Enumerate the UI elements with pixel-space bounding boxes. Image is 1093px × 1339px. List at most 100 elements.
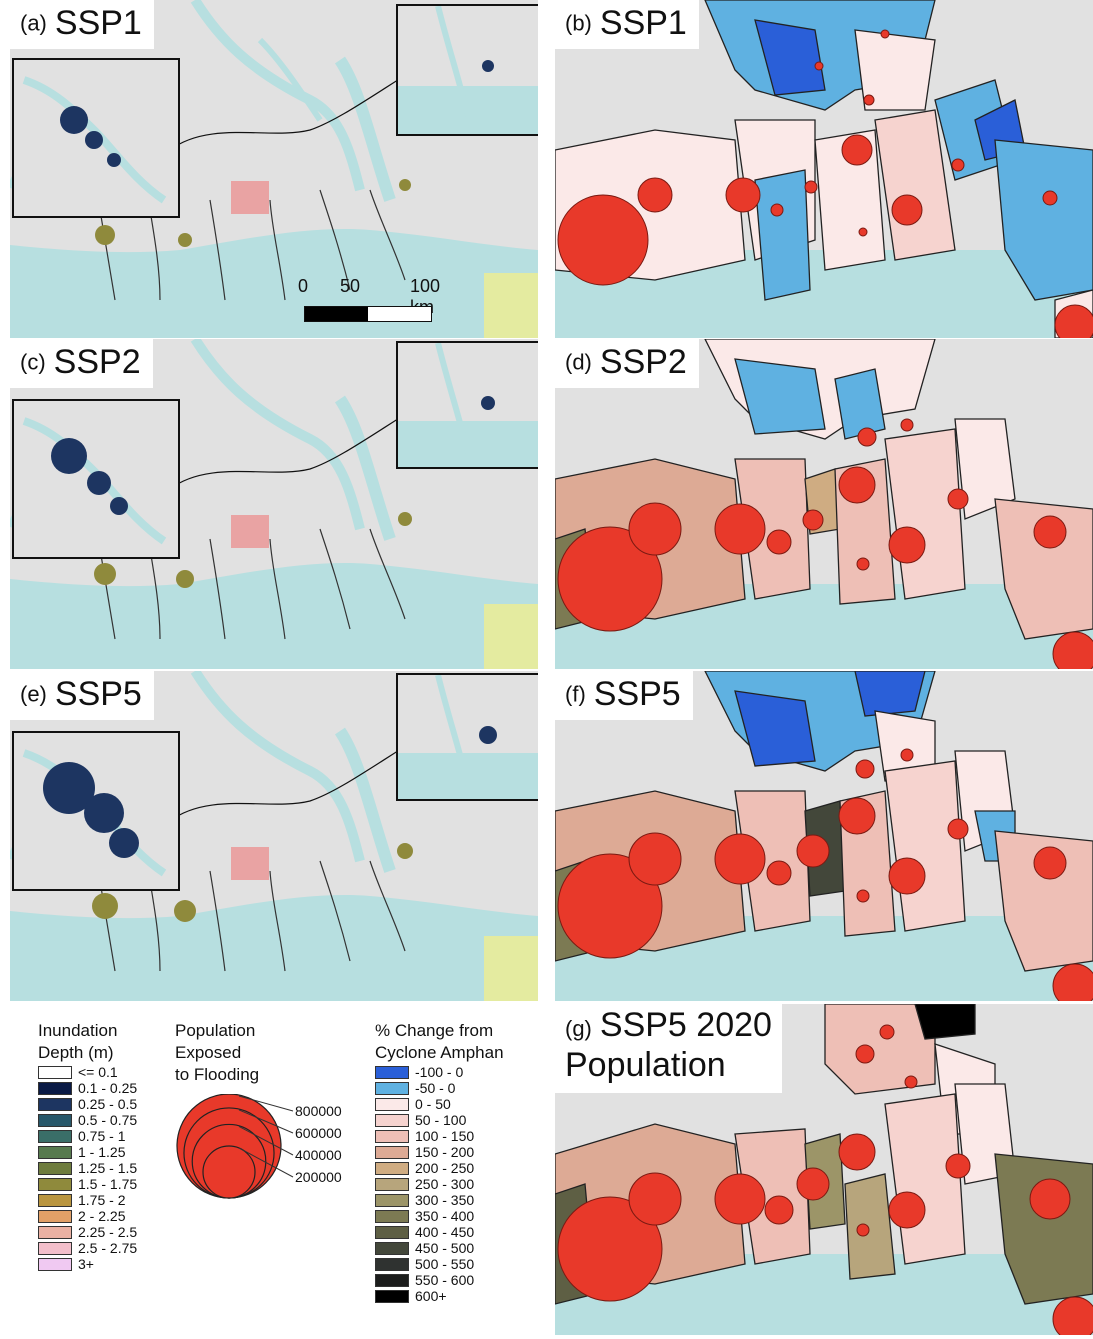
inset-map-right-e [396, 673, 538, 801]
scale-tick-50: 50 [340, 276, 361, 296]
legend-row: 0.5 - 0.75 [38, 1112, 178, 1128]
legend-swatch [375, 1145, 409, 1159]
legend-row: 100 - 150 [375, 1128, 545, 1144]
legend-row: 0 - 50 [375, 1096, 545, 1112]
legend-swatch [375, 1257, 409, 1271]
legend-label: 2 - 2.25 [78, 1208, 126, 1224]
legend-label: 50 - 100 [415, 1112, 467, 1128]
legend-swatch [375, 1081, 409, 1095]
legend-swatch [38, 1257, 72, 1271]
legend-swatch [38, 1145, 72, 1159]
legend-row: 250 - 300 [375, 1176, 545, 1192]
legend-swatch [38, 1225, 72, 1239]
legend-row: 50 - 100 [375, 1112, 545, 1128]
map-panel-f: (f) SSP5 [555, 671, 1093, 1001]
panel-letter: (g) [565, 1016, 592, 1041]
legend-label: 400 - 450 [415, 1224, 475, 1240]
legend-label: 0.25 - 0.5 [78, 1096, 138, 1112]
legend-label: -50 - 0 [415, 1080, 456, 1096]
legend-row: 350 - 400 [375, 1208, 545, 1224]
population-size-label: 400000 [295, 1147, 342, 1163]
legend-title: to Flooding [175, 1065, 260, 1084]
scenario-title: SSP5 2020 [599, 1006, 772, 1044]
change-map-d [555, 339, 1093, 669]
legend-label: 1 - 1.25 [78, 1144, 126, 1160]
legend-percent-change: % Change from Cyclone Amphan -100 - 0 -50… [375, 1020, 545, 1304]
legend-swatch [375, 1129, 409, 1143]
legend-row: 1 - 1.25 [38, 1144, 178, 1160]
legend-row: 450 - 500 [375, 1240, 545, 1256]
panel-label-c: (c) SSP2 [10, 339, 153, 388]
legend-inundation-depth: Inundation Depth (m) <= 0.1 0.1 - 0.25 0.2… [38, 1020, 178, 1272]
legend-label: 1.75 - 2 [78, 1192, 126, 1208]
legend-title: Depth (m) [38, 1043, 114, 1062]
scenario-title-line2: Population [565, 1046, 726, 1084]
legend-row: 600+ [375, 1288, 545, 1304]
panel-letter: (d) [565, 349, 592, 375]
map-panel-b: (b) SSP1 [555, 0, 1093, 338]
panel-label-a: (a) SSP1 [10, 0, 154, 49]
legend-swatch [375, 1273, 409, 1287]
legend-row: 550 - 600 [375, 1272, 545, 1288]
population-size-label: 800000 [295, 1103, 342, 1119]
legend-swatch [38, 1209, 72, 1223]
scenario-title: SSP5 [54, 675, 142, 713]
inset-map-right-a [396, 4, 538, 136]
panel-letter: (b) [565, 10, 592, 36]
legend-swatch [375, 1209, 409, 1223]
legend-row: 3+ [38, 1256, 178, 1272]
legend-row: 2 - 2.25 [38, 1208, 178, 1224]
legend-row: -50 - 0 [375, 1080, 545, 1096]
map-panel-d: (d) SSP2 [555, 339, 1093, 669]
legend-label: 0.5 - 0.75 [78, 1112, 138, 1128]
legend-label: 0.1 - 0.25 [78, 1080, 138, 1096]
legend-label: -100 - 0 [415, 1064, 464, 1080]
legend-label: 300 - 350 [415, 1192, 475, 1208]
legend-label: 100 - 150 [415, 1128, 475, 1144]
legend-label: 500 - 550 [415, 1256, 475, 1272]
population-leader-line [238, 1109, 294, 1134]
population-size-circle [202, 1145, 256, 1199]
legend-row: 400 - 450 [375, 1224, 545, 1240]
legend-swatch [375, 1113, 409, 1127]
scale-tick-0: 0 [298, 276, 309, 296]
population-size-label: 600000 [295, 1125, 342, 1141]
legend-depth-rows: <= 0.1 0.1 - 0.25 0.25 - 0.5 0.5 - 0.75 0.75… [38, 1064, 178, 1272]
population-leader-line [238, 1147, 294, 1178]
change-map-b [555, 0, 1093, 338]
legend-row: 1.5 - 1.75 [38, 1176, 178, 1192]
legend-title: Cyclone Amphan [375, 1043, 504, 1062]
scale-bar-graphic [304, 306, 432, 322]
panel-label-f: (f) SSP5 [555, 671, 693, 720]
scenario-title: SSP5 [593, 675, 681, 713]
legend-swatch [375, 1241, 409, 1255]
legend-swatch [375, 1097, 409, 1111]
legend-swatch [38, 1161, 72, 1175]
legend-row: 1.25 - 1.5 [38, 1160, 178, 1176]
map-panel-c: (c) SSP2 [10, 339, 538, 669]
legend-row: 150 - 200 [375, 1144, 545, 1160]
legend-label: <= 0.1 [78, 1064, 118, 1080]
legend-row: 0.75 - 1 [38, 1128, 178, 1144]
legend-label: 450 - 500 [415, 1240, 475, 1256]
scenario-title: SSP2 [599, 343, 687, 381]
legend-title: Exposed [175, 1043, 242, 1062]
legend-label: 350 - 400 [415, 1208, 475, 1224]
panel-label-d: (d) SSP2 [555, 339, 699, 388]
legend-row: 1.75 - 2 [38, 1192, 178, 1208]
legend-swatch [38, 1241, 72, 1255]
legend-title: % Change from [375, 1021, 494, 1040]
legend-swatch [38, 1113, 72, 1127]
legend-label: 0 - 50 [415, 1096, 451, 1112]
legend-row: 2.25 - 2.5 [38, 1224, 178, 1240]
inset-map-right-c [396, 341, 538, 469]
population-size-label: 200000 [295, 1169, 342, 1185]
map-panel-e: (e) SSP5 [10, 671, 538, 1001]
legend-label: 600+ [415, 1288, 447, 1304]
panel-letter: (e) [20, 681, 47, 707]
legend-swatch [375, 1065, 409, 1079]
legend-swatch [375, 1161, 409, 1175]
map-panel-a: (a) SSP1 0 50 100 km [10, 0, 538, 338]
scenario-title: SSP2 [53, 343, 141, 381]
